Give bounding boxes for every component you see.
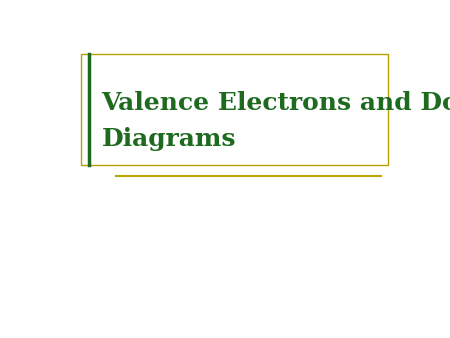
Bar: [81, 54, 387, 166]
Text: Valence Electrons and Dot: Valence Electrons and Dot: [102, 91, 450, 115]
Text: Diagrams: Diagrams: [102, 127, 236, 151]
